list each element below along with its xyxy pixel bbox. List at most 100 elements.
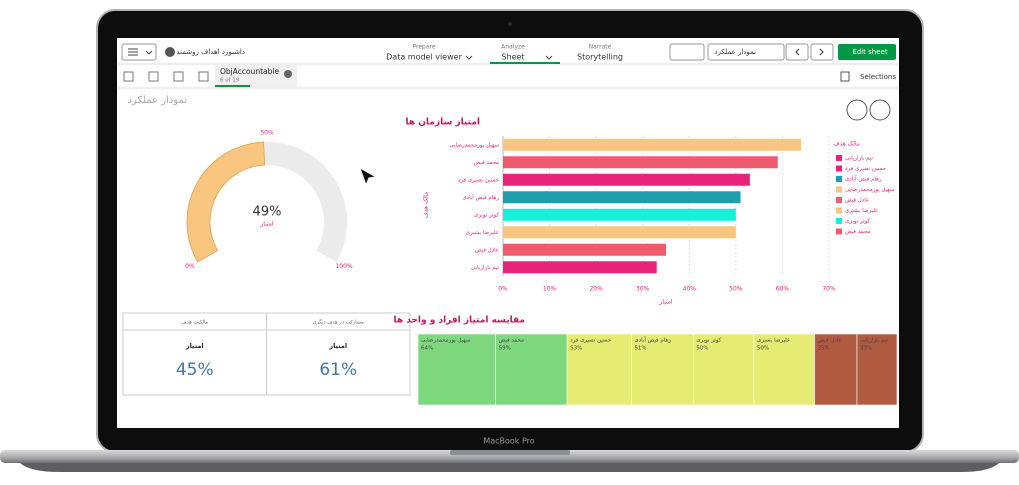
gauge-value: 49%: [253, 205, 282, 220]
treemap-value: 33%: [860, 346, 872, 352]
y-tick-label: حسین نصیری فرد: [458, 177, 499, 183]
legend-label: تیم بازاریابی: [845, 156, 873, 162]
legend-label: سهیل پورمحمدرضایی: [845, 187, 895, 193]
bar: [503, 138, 802, 151]
chart-title: امتیاز سازمان ها: [406, 118, 481, 128]
x-tick-label: 60%: [776, 286, 790, 293]
app-icon: [165, 47, 175, 57]
cursor: [359, 166, 378, 187]
tool-icon[interactable]: [148, 71, 159, 82]
y-axis-label: مالک هدف: [423, 192, 430, 219]
legend-title: مالک هدف: [833, 141, 860, 148]
object-position: 6 of 19: [220, 78, 240, 84]
treemap-value: 64%: [421, 346, 433, 352]
more-icon[interactable]: [869, 99, 891, 121]
legend-swatch: [836, 155, 842, 161]
kpi-value: 61%: [319, 360, 357, 380]
treemap-cell: [753, 333, 815, 406]
legend-label: عادل فیض: [845, 198, 869, 204]
selections-label[interactable]: Selections: [860, 73, 896, 81]
x-tick-label: 10%: [543, 286, 557, 293]
expand-icon[interactable]: [846, 99, 868, 121]
x-axis-label: امتیاز: [658, 299, 673, 306]
nav-step: Narrate: [589, 44, 612, 51]
x-tick-label: 0%: [498, 286, 508, 293]
legend-swatch: [836, 197, 842, 203]
gauge-bar: [186, 141, 266, 263]
bookmark-button[interactable]: [669, 43, 705, 61]
y-tick-label: علیرضا بشیری: [466, 230, 499, 236]
laptop-base: [0, 450, 1019, 463]
treemap-label: محمد فیض: [499, 338, 524, 344]
kpi-label: امتیاز: [185, 342, 204, 350]
tool-icon[interactable]: [173, 71, 184, 82]
x-tick-label: 70%: [822, 286, 836, 293]
x-tick-label: 50%: [729, 286, 743, 293]
treemap-cell: [631, 333, 694, 406]
treemap-label: علیرضا بشیری: [757, 338, 790, 344]
kpi-label: امتیاز: [328, 342, 347, 350]
active-tab-underline: [490, 62, 560, 64]
next-button[interactable]: [810, 43, 834, 61]
treemap-value: 51%: [634, 346, 646, 352]
nav-arrows: [795, 48, 824, 56]
bar: [503, 226, 736, 239]
y-tick-label: رهام فیض آبادی: [462, 194, 499, 201]
sheet-selector[interactable]: [707, 43, 785, 61]
sheet-name: نمودار عملکرد: [714, 48, 756, 56]
bar: [503, 156, 778, 169]
edit-button[interactable]: [838, 44, 896, 60]
x-tick-label: 20%: [589, 286, 603, 293]
treemap-label: رهام فیض آبادی: [634, 337, 671, 344]
object-name: ObjAccountable: [220, 67, 279, 76]
y-tick-label: عادل فیض: [475, 247, 499, 253]
tool-icon[interactable]: [123, 71, 134, 82]
nav-tab[interactable]: Sheet: [501, 53, 524, 62]
treemap-cell: [814, 333, 858, 406]
legend-label: حسین نصیری فرد: [845, 166, 886, 172]
nav-tab[interactable]: Storytelling: [577, 53, 623, 62]
treemap-label: عادل فیض: [818, 338, 842, 344]
close-icon[interactable]: [284, 70, 292, 78]
y-tick-label: محمد فیض: [474, 160, 499, 166]
treemap-cell: [692, 333, 755, 406]
x-tick-label: 30%: [636, 286, 650, 293]
treemap-value: 59%: [499, 346, 511, 352]
treemap-value: 50%: [696, 346, 708, 352]
treemap-value: 53%: [570, 346, 582, 352]
legend-swatch: [836, 228, 842, 235]
legend-swatch: [836, 186, 842, 193]
device-label: MacBook Pro: [483, 437, 534, 446]
nav-tab[interactable]: Data model viewer: [386, 53, 462, 62]
dropdown-caret: [465, 55, 553, 60]
gauge-label: امتیاز: [259, 221, 274, 228]
gauge-tick-label: 100%: [335, 263, 352, 270]
treemap-cell: [856, 333, 898, 406]
legend-swatch: [836, 207, 842, 214]
menu-button[interactable]: [121, 43, 157, 61]
bar: [503, 173, 750, 186]
edit-button-label: Edit sheet: [852, 48, 887, 56]
treemap-cell: [566, 333, 632, 406]
treemap-value: 35%: [818, 346, 830, 352]
treemap-value: 50%: [757, 346, 769, 352]
tool-icon[interactable]: [198, 71, 209, 82]
legend-swatch: [836, 176, 842, 182]
gauge-tick-label: 0%: [185, 263, 195, 270]
selections-icon: [840, 71, 850, 82]
y-tick-label: سهیل پورمحمدرضایی: [450, 142, 500, 148]
legend-label: رهام فیض آبادی: [845, 176, 882, 183]
app-name: داشبورد اهداف روشمند: [176, 48, 245, 56]
y-tick-label: کوثر نوبری: [474, 211, 499, 218]
bar: [503, 243, 666, 256]
kpi-header: مالکیت هدف: [181, 320, 208, 326]
nav-step: Analyze: [501, 44, 525, 51]
treemap-cell: [495, 333, 568, 406]
bar: [503, 261, 657, 274]
prev-button[interactable]: [785, 43, 809, 61]
y-tick-label: تیم بازاریابی: [471, 265, 499, 271]
object-tab-underline: [215, 85, 250, 87]
gauge-tick-label: 50%: [260, 130, 274, 137]
